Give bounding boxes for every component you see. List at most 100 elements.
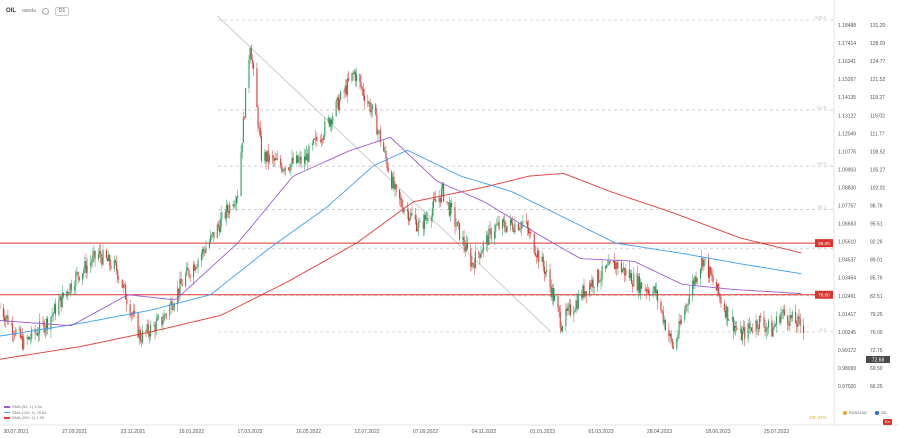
candle-body <box>362 88 364 96</box>
candle-body <box>646 289 648 292</box>
candle-body <box>608 261 610 266</box>
candle-body <box>211 234 213 236</box>
y-tick-label-left: 1.09903 <box>838 167 856 173</box>
y-tick-label-left: 1.15267 <box>838 77 856 83</box>
candle-body <box>765 328 767 332</box>
candle-body <box>560 327 562 331</box>
candle-body <box>217 224 219 227</box>
candle-body <box>165 314 167 316</box>
candle-body <box>780 313 782 323</box>
candle-body <box>773 326 775 328</box>
sma200-line <box>0 172 802 360</box>
candle-body <box>212 232 214 235</box>
candle-body <box>494 231 496 239</box>
legend-item-sma200[interactable]: SMA (200, 1) 1.05 <box>4 415 46 421</box>
oil-dot-icon <box>875 410 879 415</box>
candle-body <box>446 201 448 203</box>
candle-body <box>20 335 23 338</box>
candle-body <box>498 222 500 229</box>
candle-body <box>395 184 397 190</box>
candle-body <box>710 267 712 275</box>
compare-icon[interactable] <box>41 7 49 15</box>
candle-body <box>361 87 363 89</box>
candle-body <box>487 235 489 245</box>
candle-body <box>328 117 330 127</box>
candle-body <box>203 249 205 251</box>
candle-body <box>625 269 627 276</box>
candle-body <box>506 225 508 232</box>
candle-body <box>670 333 672 340</box>
candle-body <box>601 266 603 279</box>
candle-body <box>345 85 347 95</box>
candle-body <box>617 262 619 269</box>
candle-body <box>633 273 635 287</box>
candle-body <box>226 205 229 212</box>
candle-body <box>30 338 32 340</box>
symbol-label[interactable]: OIL <box>6 8 16 14</box>
candle-body <box>355 74 358 82</box>
y-tick-label-left: 1.01417 <box>838 312 856 318</box>
candle-body <box>337 97 339 111</box>
current-price-badge <box>866 356 890 363</box>
legend-oil[interactable]: OIL <box>875 410 887 415</box>
candle-body <box>537 250 539 258</box>
candle-body <box>575 300 577 311</box>
candle-body <box>11 323 13 334</box>
x-tick-label: 19.01.2022 <box>179 429 204 435</box>
candle-body <box>58 300 60 315</box>
candle-body <box>796 323 798 327</box>
candle-body <box>92 255 94 263</box>
language-button[interactable]: En <box>883 419 892 425</box>
y-tick-label-right: 105.27 <box>870 167 886 173</box>
candle-body <box>687 303 689 306</box>
candle-body <box>129 304 131 316</box>
y-tick-label-left: 1.02491 <box>838 294 856 300</box>
candle-body <box>732 317 734 332</box>
candle-body <box>189 275 191 278</box>
legend-item-sma50[interactable]: SMA (50, 1) 1.0s <box>4 404 46 410</box>
candle-body <box>216 224 218 238</box>
candle-body <box>749 327 751 329</box>
candle-body <box>677 334 679 340</box>
candle-body <box>739 328 741 330</box>
candle-body <box>202 249 204 255</box>
candle-body <box>84 261 86 270</box>
candle-body <box>763 317 765 326</box>
candle-body <box>647 289 650 294</box>
candle-body <box>368 102 370 104</box>
candle-body <box>676 339 678 349</box>
candle-body <box>153 324 155 326</box>
candle-body <box>208 242 210 248</box>
candle-body <box>518 228 521 230</box>
candle-body <box>248 59 250 89</box>
legend-eurusd[interactable]: EUR/USD <box>843 410 867 415</box>
candle-body <box>592 279 594 288</box>
candle-body <box>121 279 123 288</box>
candle-body <box>91 262 93 264</box>
candle-body <box>200 254 203 261</box>
level-tag <box>815 290 833 299</box>
candle-body <box>702 257 704 267</box>
candle-body <box>767 320 770 328</box>
candle-body <box>213 232 215 238</box>
interval-select[interactable]: D1 <box>54 6 70 16</box>
candle-body <box>755 320 757 332</box>
candle-body <box>503 219 505 222</box>
y-tick-label-right: 118.27 <box>870 95 885 101</box>
legend-item-sma100[interactable]: SMA (100, 1) 76.84 <box>4 410 46 416</box>
candle-body <box>686 304 688 306</box>
candle-body <box>488 228 490 245</box>
candle-body <box>400 198 402 200</box>
candle-body <box>638 276 641 293</box>
candle-body <box>23 337 25 349</box>
y-tick-label-right: 102.01 <box>870 185 886 191</box>
candle-body <box>440 188 442 203</box>
candle-body <box>464 246 466 252</box>
candle-body <box>628 269 630 278</box>
candle-body <box>131 313 133 315</box>
fib-level-label: 0.0 <box>820 327 827 332</box>
candle-body <box>789 315 791 326</box>
candle-body <box>419 221 421 223</box>
candle-body <box>383 142 385 152</box>
